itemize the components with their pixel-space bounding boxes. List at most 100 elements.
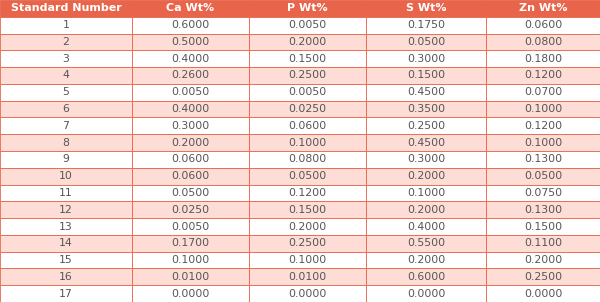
Bar [366,201,486,218]
Text: 16: 16 [59,272,73,282]
Text: 0.4500: 0.4500 [407,138,445,148]
Bar [132,134,249,151]
Bar [249,134,366,151]
Bar [366,268,486,285]
Bar [486,67,600,84]
Text: 0.0050: 0.0050 [289,87,326,97]
Bar [249,201,366,218]
Bar [486,0,600,17]
Text: 0.1500: 0.1500 [289,205,326,215]
Bar [366,151,486,168]
Bar [132,67,249,84]
Text: 0.2000: 0.2000 [407,205,445,215]
Bar [249,252,366,268]
Bar [0,34,132,50]
Bar [366,168,486,185]
Text: P Wt%: P Wt% [287,3,328,13]
Text: Standard Number: Standard Number [11,3,121,13]
Text: 6: 6 [62,104,70,114]
Text: 0.0500: 0.0500 [407,37,445,47]
Bar [249,101,366,117]
Bar [366,134,486,151]
Bar [486,235,600,252]
Text: 0.0050: 0.0050 [172,221,209,232]
Bar [249,34,366,50]
Bar [366,84,486,101]
Text: 0.0100: 0.0100 [289,272,326,282]
Bar [0,252,132,268]
Bar [0,0,132,17]
Bar [0,101,132,117]
Bar [366,285,486,302]
Text: 0.0800: 0.0800 [289,154,326,164]
Bar [132,101,249,117]
Bar [132,201,249,218]
Bar [486,252,600,268]
Bar [249,117,366,134]
Bar [486,185,600,201]
Text: 0.3500: 0.3500 [407,104,445,114]
Text: 0.4000: 0.4000 [407,221,445,232]
Bar [249,17,366,34]
Bar [366,235,486,252]
Text: 0.0600: 0.0600 [524,20,562,30]
Bar [132,235,249,252]
Bar [249,0,366,17]
Text: Zn Wt%: Zn Wt% [519,3,567,13]
Text: 0.1500: 0.1500 [407,70,445,81]
Text: 0.0000: 0.0000 [407,289,445,299]
Bar [249,50,366,67]
Text: 0.1200: 0.1200 [289,188,326,198]
Bar [0,285,132,302]
Text: 0.2500: 0.2500 [524,272,562,282]
Text: 0.0700: 0.0700 [524,87,562,97]
Text: 0.1800: 0.1800 [524,54,562,64]
Text: 0.0000: 0.0000 [289,289,326,299]
Text: 0.1000: 0.1000 [524,138,562,148]
Bar [0,168,132,185]
Bar [249,67,366,84]
Text: 11: 11 [59,188,73,198]
Text: 0.1750: 0.1750 [407,20,445,30]
Text: Ca Wt%: Ca Wt% [166,3,215,13]
Text: 0.0000: 0.0000 [524,289,562,299]
Text: 0.0050: 0.0050 [172,87,209,97]
Text: 0.6000: 0.6000 [172,20,209,30]
Bar [486,84,600,101]
Bar [0,84,132,101]
Text: 17: 17 [59,289,73,299]
Text: 0.2500: 0.2500 [289,70,326,81]
Bar [486,151,600,168]
Bar [132,252,249,268]
Text: 3: 3 [62,54,70,64]
Bar [366,185,486,201]
Text: 0.0600: 0.0600 [172,171,209,181]
Text: 0.0500: 0.0500 [289,171,326,181]
Text: 0.3000: 0.3000 [407,154,445,164]
Bar [132,0,249,17]
Bar [249,84,366,101]
Text: 0.0600: 0.0600 [172,154,209,164]
Text: 2: 2 [62,37,70,47]
Bar [132,268,249,285]
Text: 0.3000: 0.3000 [407,54,445,64]
Bar [486,218,600,235]
Text: 0.5000: 0.5000 [172,37,209,47]
Bar [132,17,249,34]
Text: 0.1700: 0.1700 [172,238,209,248]
Bar [486,101,600,117]
Text: 0.2500: 0.2500 [289,238,326,248]
Text: 0.1000: 0.1000 [524,104,562,114]
Text: 0.1300: 0.1300 [524,154,562,164]
Text: 7: 7 [62,121,70,131]
Text: 0.0500: 0.0500 [172,188,209,198]
Bar [249,185,366,201]
Bar [0,67,132,84]
Bar [366,50,486,67]
Bar [366,218,486,235]
Text: 0.2600: 0.2600 [172,70,209,81]
Bar [366,0,486,17]
Bar [132,185,249,201]
Text: 0.0800: 0.0800 [524,37,562,47]
Text: 0.1200: 0.1200 [524,70,562,81]
